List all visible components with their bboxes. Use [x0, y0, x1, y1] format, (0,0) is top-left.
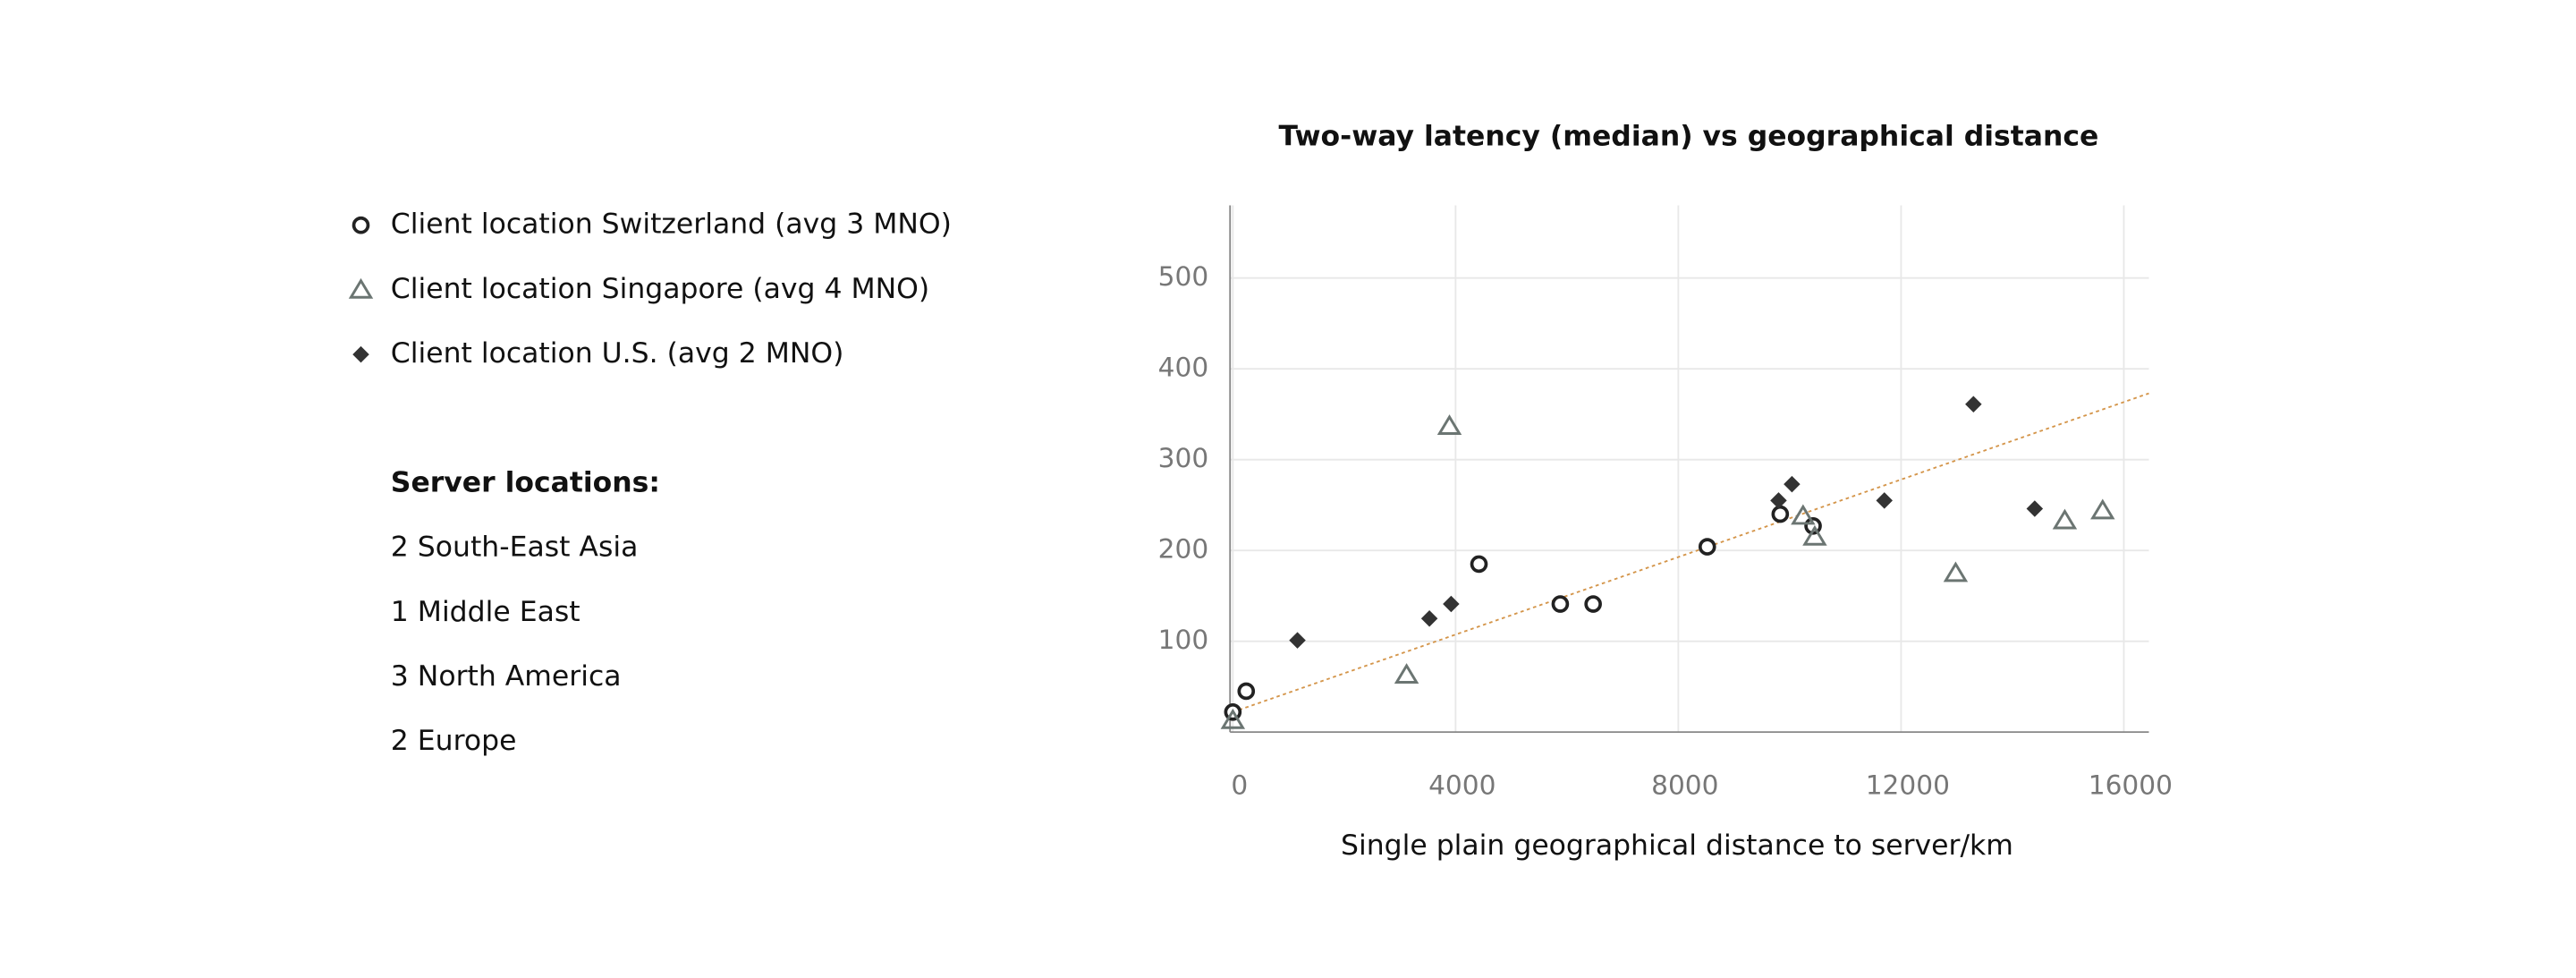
point	[1791, 504, 1816, 525]
point	[1289, 632, 1306, 649]
y-tick-label: 300	[1158, 443, 1209, 473]
server-item: 2 Europe	[391, 725, 517, 757]
point	[1394, 663, 1419, 684]
point	[1436, 414, 1462, 435]
point	[1802, 524, 1827, 546]
y-tick-label: 100	[1158, 625, 1209, 655]
legend-marker	[352, 345, 369, 363]
point	[1943, 561, 1969, 583]
point	[2052, 508, 2078, 530]
point	[1420, 610, 1438, 627]
point	[1584, 595, 1602, 613]
point	[1443, 595, 1460, 613]
y-tick-label: 400	[1158, 353, 1209, 383]
server-item: 3 North America	[391, 660, 622, 693]
point	[1698, 538, 1716, 556]
point	[1771, 505, 1790, 523]
legend-marker	[348, 277, 374, 299]
point	[1876, 492, 1893, 509]
y-tick-label: 200	[1158, 534, 1209, 565]
x-tick-label: 0	[1231, 770, 1248, 801]
point	[1551, 595, 1570, 613]
server-title: Server locations:	[391, 466, 660, 498]
server-item: 2 South-East Asia	[391, 532, 639, 564]
x-tick-label: 4000	[1428, 770, 1496, 801]
point	[2026, 500, 2044, 517]
x-tick-label: 8000	[1651, 770, 1718, 801]
point	[1220, 708, 1246, 729]
x-tick-label: 16000	[2089, 770, 2173, 801]
y-tick-label: 500	[1158, 261, 1209, 292]
point	[1237, 682, 1256, 701]
point	[2090, 498, 2115, 520]
point	[1965, 395, 1982, 413]
x-axis-title: Single plain geographical distance to se…	[1341, 829, 2013, 862]
x-tick-label: 12000	[1866, 770, 1950, 801]
legend-label: Client location Switzerland (avg 3 MNO)	[391, 208, 952, 241]
legend-label: Client location U.S. (avg 2 MNO)	[391, 337, 844, 370]
chart-title: Two-way latency (median) vs geographical…	[1278, 121, 2098, 153]
server-item: 1 Middle East	[391, 596, 580, 628]
legend-marker	[352, 216, 370, 234]
point	[1784, 475, 1801, 493]
point	[1770, 492, 1787, 509]
legend-label: Client location Singapore (avg 4 MNO)	[391, 273, 929, 305]
trendline	[1233, 392, 2149, 713]
point	[1470, 555, 1488, 574]
